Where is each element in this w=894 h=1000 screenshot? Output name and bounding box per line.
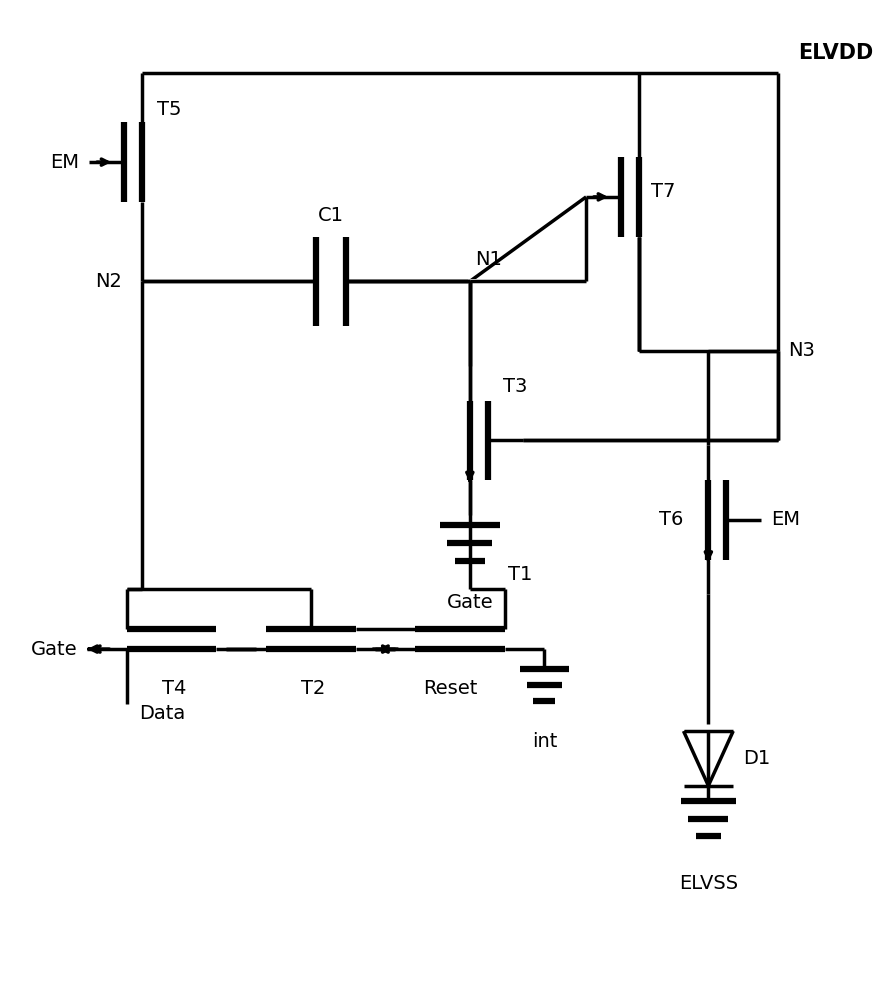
Text: int: int [531,732,556,751]
Text: C1: C1 [317,206,343,225]
Text: EM: EM [770,510,799,529]
Text: ELVDD: ELVDD [797,43,872,63]
Text: Gate: Gate [446,593,493,612]
Text: Reset: Reset [422,679,477,698]
Text: N1: N1 [475,250,502,269]
Text: N2: N2 [95,272,122,291]
Text: T3: T3 [502,377,527,396]
Text: T1: T1 [507,565,531,584]
Text: T6: T6 [658,510,683,529]
Text: ELVSS: ELVSS [678,874,738,893]
Text: T5: T5 [156,100,181,119]
Text: Data: Data [139,704,185,723]
Text: N3: N3 [787,341,814,360]
Text: Gate: Gate [30,640,77,659]
Text: T2: T2 [300,679,325,698]
Text: D1: D1 [742,749,770,768]
Text: EM: EM [50,153,80,172]
Text: T7: T7 [650,182,674,201]
Text: T4: T4 [161,679,186,698]
